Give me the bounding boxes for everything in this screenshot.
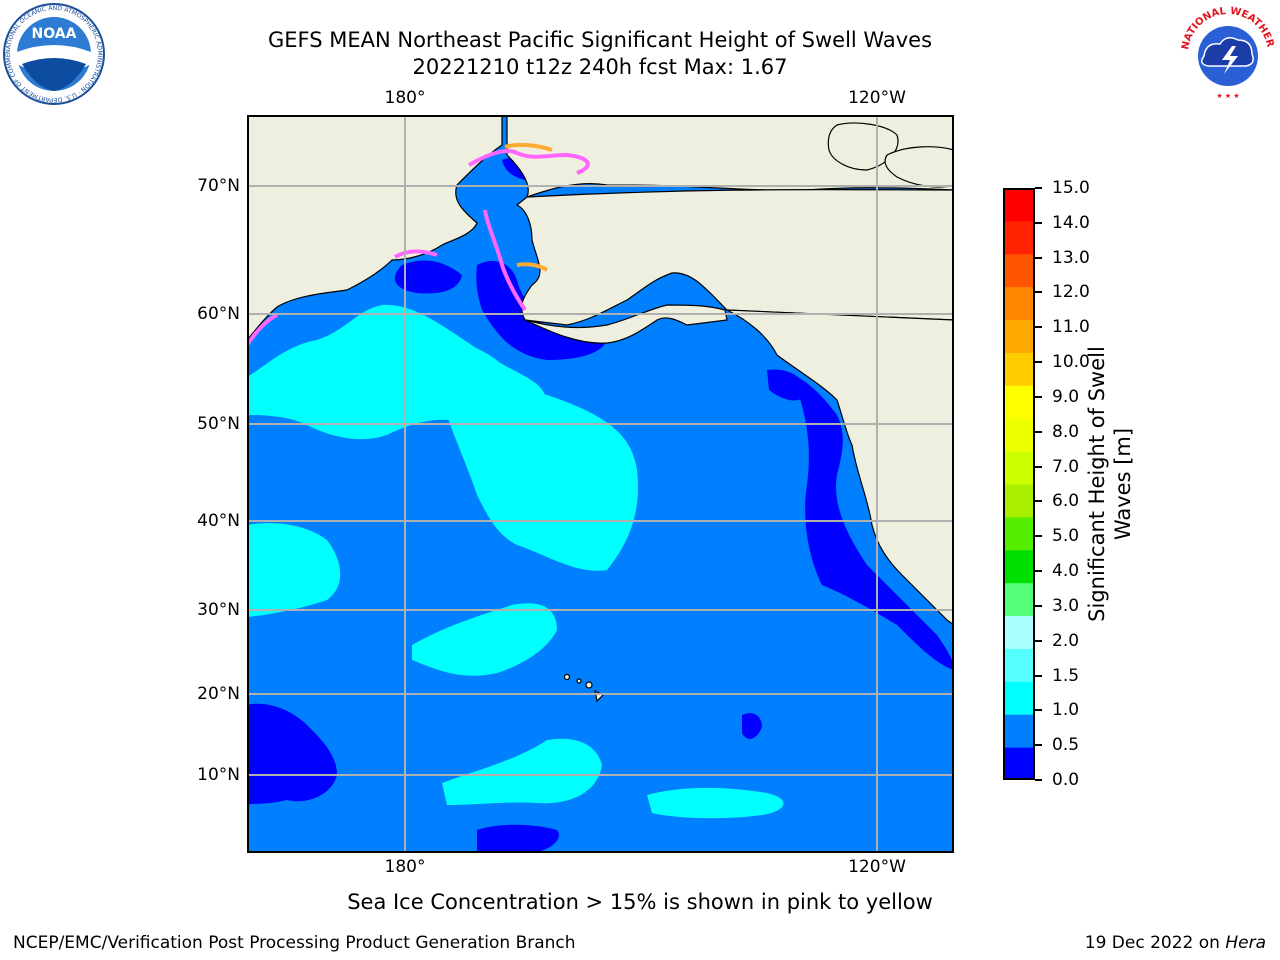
lat-label-20n: 20°N: [197, 684, 240, 704]
footer-branch: NCEP/EMC/Verification Post Processing Pr…: [13, 933, 576, 953]
colorbar-segment: [1003, 220, 1035, 255]
colorbar-tick-mark: [1035, 221, 1042, 224]
land-masses: [247, 115, 954, 703]
colorbar-tick-label: 1.0: [1052, 700, 1080, 721]
colorbar-segment: [1003, 648, 1035, 682]
colorbar-tick-mark: [1035, 744, 1042, 747]
colorbar-frame: [1003, 188, 1035, 780]
noaa-logo: NATIONAL OCEANIC AND ATMOSPHERIC ADMINIS…: [2, 2, 105, 105]
colorbar-segment: [1003, 747, 1035, 780]
colorbar-tick-mark: [1035, 535, 1042, 538]
colorbar-tick-mark: [1035, 465, 1042, 468]
svg-text:★ ★ ★: ★ ★ ★: [1216, 92, 1239, 100]
lat-label-30n: 30°N: [197, 600, 240, 620]
colorbar-segment: [1003, 484, 1035, 518]
colorbar-tick-mark: [1035, 570, 1042, 573]
colorbar-tick-mark: [1035, 674, 1042, 677]
colorbar-segment: [1003, 615, 1035, 649]
sea-ice-caption: Sea Ice Concentration > 15% is shown in …: [347, 890, 933, 914]
colorbar-segment: [1003, 319, 1035, 353]
lat-label-40n: 40°N: [197, 511, 240, 531]
colorbar-segment: [1003, 352, 1035, 386]
colorbar-segment: [1003, 451, 1035, 485]
colorbar-tick-label: 6.0: [1052, 491, 1080, 512]
colorbar-tick-mark: [1035, 187, 1042, 189]
colorbar-tick-mark: [1035, 256, 1042, 259]
footer-host: Hera: [1225, 933, 1266, 953]
footer-date: 19 Dec 2022 on Hera: [1085, 933, 1266, 953]
lat-label-50n: 50°N: [197, 414, 240, 434]
colorbar-tick-label: 14.0: [1052, 212, 1090, 233]
colorbar-tick-label: 9.0: [1052, 386, 1080, 407]
lon-label-bottom-180: 180°: [384, 857, 426, 877]
colorbar-segment: [1003, 418, 1035, 452]
colorbar-tick-mark: [1035, 639, 1042, 642]
colorbar-segment: [1003, 582, 1035, 617]
colorbar-tick-label: 4.0: [1052, 561, 1080, 582]
colorbar-label-line1: Significant Height of Swell: [1085, 346, 1109, 622]
nws-logo: NATIONAL WEATHER SERVICE ★ ★ ★: [1176, 2, 1278, 104]
colorbar-tick-mark: [1035, 361, 1042, 364]
colorbar-segment: [1003, 549, 1035, 584]
colorbar-tick-label: 10.0: [1052, 352, 1090, 373]
colorbar-tick-label: 15.0: [1052, 178, 1090, 198]
colorbar-tick-label: 5.0: [1052, 526, 1080, 547]
colorbar-tick-label: 3.0: [1052, 595, 1080, 616]
lat-label-10n: 10°N: [197, 765, 240, 785]
colorbar-label: Significant Height of Swell Waves [m]: [1084, 204, 1136, 764]
lon-label-top-180: 180°: [384, 88, 426, 108]
colorbar-tick-label: 11.0: [1052, 317, 1090, 338]
colorbar-tick-mark: [1035, 604, 1042, 607]
colorbar-tick-mark: [1035, 709, 1042, 712]
colorbar-segment: [1003, 516, 1035, 551]
colorbar-tick-label: 7.0: [1052, 456, 1080, 477]
colorbar-tick-label: 13.0: [1052, 247, 1090, 268]
noaa-logo-text: NOAA: [32, 26, 77, 42]
lat-label-70n: 70°N: [197, 176, 240, 196]
colorbar-segment: [1003, 286, 1035, 321]
graticule: [247, 115, 954, 853]
colorbar-label-line2: Waves [m]: [1111, 427, 1135, 541]
chart-title: GEFS MEAN Northeast Pacific Significant …: [267, 28, 933, 52]
colorbar-segment: [1003, 188, 1035, 222]
colorbar-segment: [1003, 385, 1035, 419]
colorbar-tick-label: 0.5: [1052, 735, 1080, 756]
colorbar-tick-mark: [1035, 430, 1042, 433]
colorbar: [1003, 188, 1035, 780]
colorbar-tick-mark: [1035, 395, 1042, 398]
chart-subtitle: 20221210 t12z 240h fcst Max: 1.67: [412, 55, 788, 79]
colorbar-segment: [1003, 681, 1035, 715]
colorbar-segment: [1003, 714, 1035, 748]
lon-label-bottom-120w: 120°W: [848, 857, 906, 877]
colorbar-tick-label: 12.0: [1052, 282, 1090, 303]
footer-date-text: 19 Dec 2022 on: [1084, 933, 1226, 953]
colorbar-tick-mark: [1035, 291, 1042, 294]
sea-ice-edge: [247, 142, 590, 347]
colorbar-tick-label: 8.0: [1052, 421, 1080, 442]
colorbar-segment: [1003, 253, 1035, 288]
colorbar-tick-label: 2.0: [1052, 630, 1080, 651]
map-frame: [247, 115, 954, 853]
colorbar-tick-label: 1.5: [1052, 665, 1080, 686]
swell-height-map: [247, 115, 954, 853]
lon-label-top-120w: 120°W: [848, 88, 906, 108]
swell-cyan-regions: [247, 304, 784, 819]
colorbar-tick-mark: [1035, 326, 1042, 329]
colorbar-tick-mark: [1035, 779, 1042, 781]
lat-label-60n: 60°N: [197, 304, 240, 324]
colorbar-tick-mark: [1035, 500, 1042, 503]
colorbar-tick-label: 0.0: [1052, 770, 1080, 790]
